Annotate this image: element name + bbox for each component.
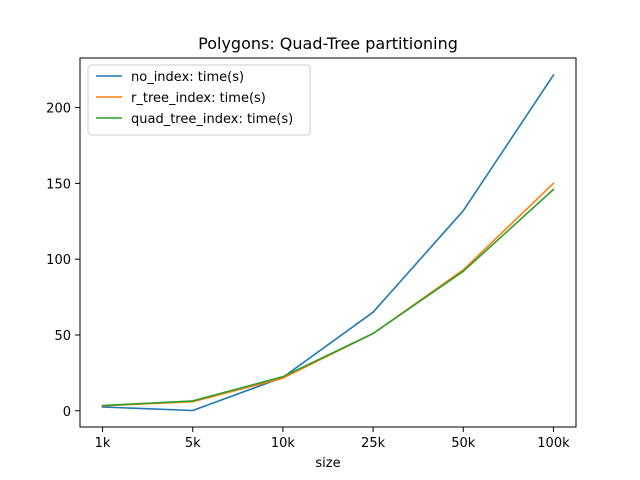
x-tick-label: 100k: [537, 436, 570, 451]
y-tick-label: 100: [46, 253, 71, 268]
y-tick-label: 200: [46, 102, 71, 117]
chart-title: Polygons: Quad-Tree partitioning: [198, 34, 458, 53]
x-tick-label: 1k: [95, 436, 111, 451]
plot-frame: [79, 57, 577, 428]
x-tick-label: 5k: [185, 436, 201, 451]
y-tick-label: 0: [63, 405, 71, 420]
series-line-2: [101, 188, 555, 407]
y-tick-label: 150: [46, 177, 71, 192]
x-axis: 1k 5k 10k 25k 50k 100k: [95, 427, 570, 451]
legend-label-1: r_tree_index: time(s): [131, 91, 266, 106]
series-layer: [101, 73, 555, 412]
legend: no_index: time(s) r_tree_index: time(s) qu…: [87, 64, 311, 136]
x-axis-label: size: [315, 456, 340, 471]
y-tick-label: 50: [54, 329, 71, 344]
legend-label-0: no_index: time(s): [131, 70, 244, 85]
legend-label-2: quad_tree_index: time(s): [131, 112, 293, 127]
legend-box: [87, 64, 311, 136]
series-line-0: [101, 73, 555, 412]
x-tick-label: 10k: [271, 436, 296, 451]
x-tick-label: 50k: [451, 436, 476, 451]
y-axis: 0 50 100 150 200: [46, 102, 80, 420]
x-tick-label: 25k: [361, 436, 386, 451]
